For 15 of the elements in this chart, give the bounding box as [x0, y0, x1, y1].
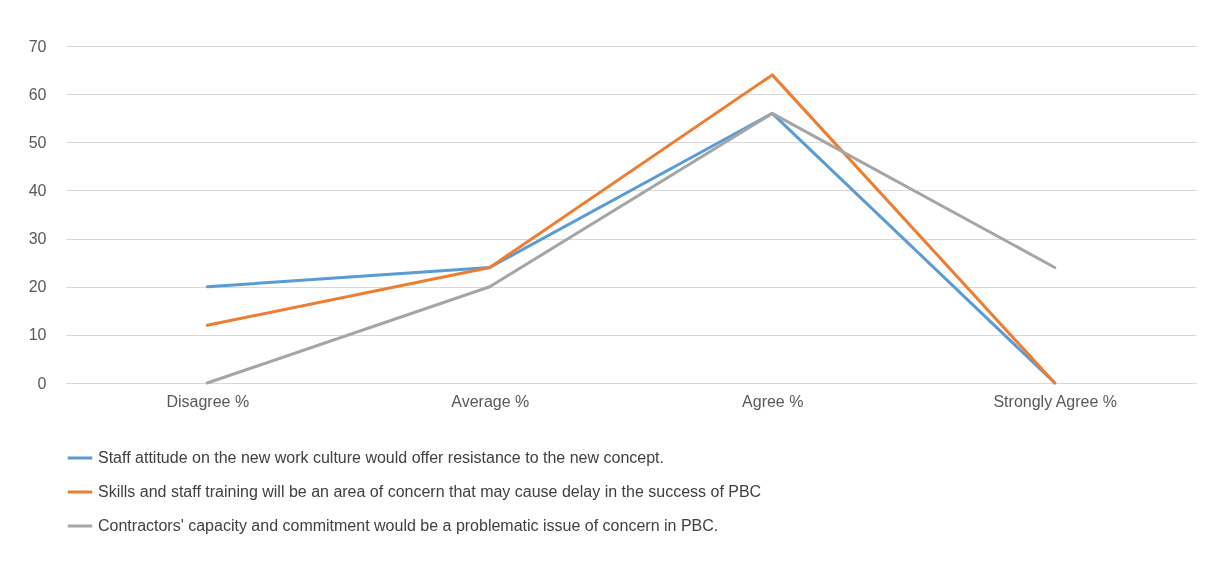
y-tick-label: 10 — [28, 326, 47, 344]
y-tick-label: 60 — [28, 85, 47, 103]
x-tick-label: Disagree % — [166, 392, 250, 410]
y-tick-label: 50 — [28, 133, 47, 151]
x-tick-label: Strongly Agree % — [993, 392, 1118, 410]
y-tick-label: 20 — [28, 278, 47, 296]
legend-label: Contractors' capacity and commitment would be a problematic issue of concern in PBC. — [98, 517, 719, 534]
y-tick-label: 0 — [37, 374, 47, 392]
y-tick-label: 40 — [28, 181, 47, 199]
y-tick-label: 70 — [28, 37, 47, 55]
x-tick-label: Average % — [451, 392, 530, 410]
legend-label: Staff attitude on the new work culture would offer resistance to the new concept. — [98, 449, 664, 466]
x-tick-label: Agree % — [742, 392, 804, 410]
y-tick-label: 30 — [28, 230, 47, 248]
legend-label: Skills and staff training will be an area of concern that may cause delay in the success of PBC — [98, 483, 762, 500]
